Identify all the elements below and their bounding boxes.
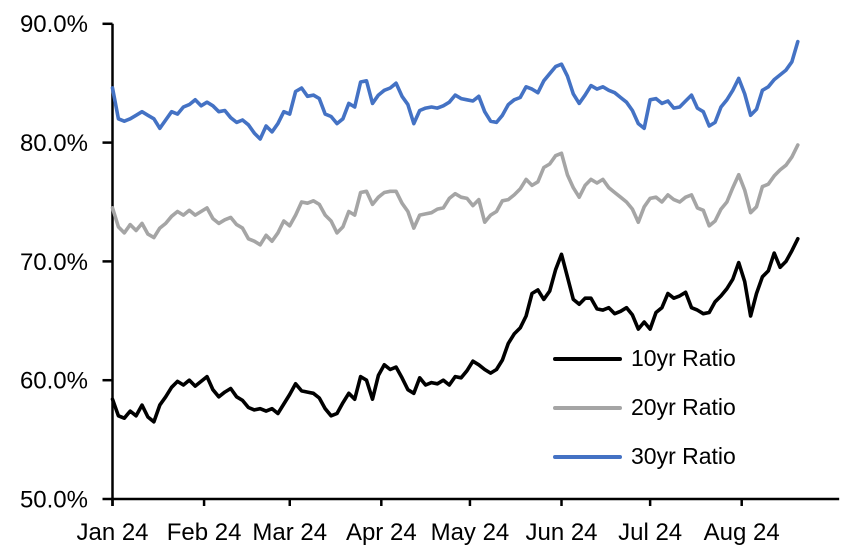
legend-item-20yr-ratio: 20yr Ratio [553,393,736,422]
x-tick-label: Feb 24 [167,519,242,546]
series-line-20yr-ratio [110,143,800,247]
y-tick-label: 50.0% [20,486,88,513]
legend-line-swatch-10yr [553,356,622,361]
y-tick-label: 70.0% [20,249,88,276]
y-tick-label: 90.0% [20,11,88,38]
x-tick-label: Mar 24 [252,519,327,546]
y-tick-label: 80.0% [20,130,88,157]
legend-label-20yr: 20yr Ratio [631,394,736,420]
x-tick-label: Apr 24 [346,519,417,546]
series-line-10yr-ratio [110,237,800,424]
legend-label-30yr: 30yr Ratio [631,443,736,469]
y-tick-label: 60.0% [20,368,88,395]
x-tick-label: Aug 24 [704,519,780,546]
legend-line-swatch-20yr [553,405,622,410]
legend-line-swatch-30yr [553,454,622,459]
x-tick-label: Jul 24 [618,519,682,546]
legend-label-10yr: 10yr Ratio [631,345,736,371]
chart-legend: 10yr Ratio 20yr Ratio 30yr Ratio [553,344,736,471]
series-line-30yr-ratio [110,39,800,141]
x-tick-label: Jan 24 [76,519,148,546]
legend-item-30yr-ratio: 30yr Ratio [553,442,736,471]
x-tick-label: Jun 24 [525,519,597,546]
legend-item-10yr-ratio: 10yr Ratio [553,344,736,373]
x-tick-label: May 24 [431,519,510,546]
